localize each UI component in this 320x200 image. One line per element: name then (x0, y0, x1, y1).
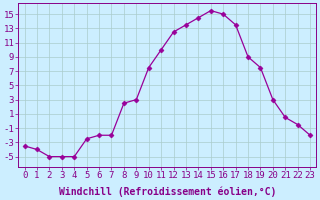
X-axis label: Windchill (Refroidissement éolien,°C): Windchill (Refroidissement éolien,°C) (59, 186, 276, 197)
